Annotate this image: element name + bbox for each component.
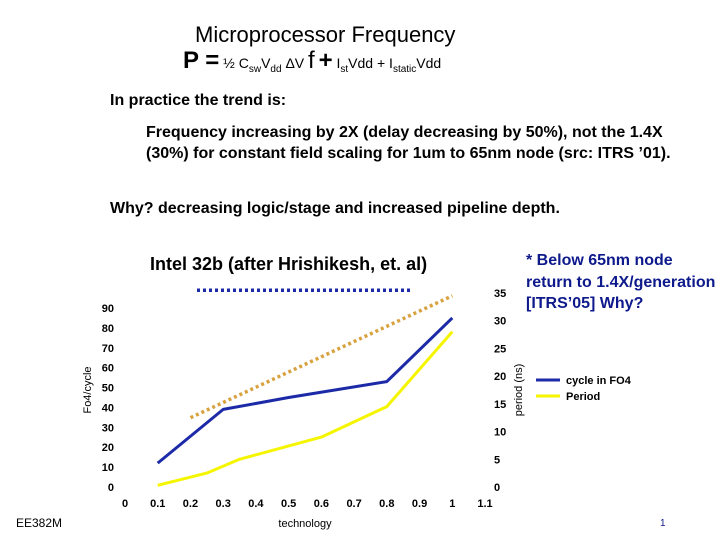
y-right-tick-label: 10 — [494, 427, 506, 439]
frequency-paragraph: Frequency increasing by 2X (delay decrea… — [146, 124, 671, 162]
x-tick-label: 1 — [449, 498, 455, 510]
x-tick-label: 0.2 — [183, 498, 198, 510]
formula-v: V — [261, 55, 271, 71]
y-right-axis-label: period (ns) — [513, 364, 525, 417]
formula-static-sub: static — [392, 63, 417, 75]
y-right-tick-label: 30 — [494, 316, 506, 328]
y-right-tick-label: 25 — [494, 343, 506, 355]
x-tick-label: 0.3 — [216, 498, 231, 510]
y-left-axis-label: Fo4/cycle — [82, 366, 94, 413]
bullet-why: Why? decreasing logic/stage and increase… — [110, 200, 560, 217]
x-tick-label: 0.8 — [379, 498, 394, 510]
course-code: EE382M — [16, 516, 63, 530]
formula-lead: P = — [183, 47, 220, 74]
series-line-2 — [189, 294, 454, 420]
formula-delta-v: ΔV — [285, 55, 305, 71]
formula-vdd: Vdd — [416, 55, 442, 71]
y-left-tick-label: 0 — [108, 482, 114, 494]
x-tick-label: 0 — [122, 498, 128, 510]
page-number: 1 — [660, 518, 666, 529]
y-right-tick-label: 35 — [494, 288, 506, 300]
chart-title: Intel 32b (after Hrishikesh, et. al) — [150, 254, 428, 274]
y-left-tick-label: 70 — [102, 343, 114, 355]
y-left-tick-label: 60 — [102, 363, 114, 375]
y-right-tick-label: 0 — [494, 482, 500, 494]
formula-plus: + — [318, 47, 333, 74]
formula-dd-sub: dd — [270, 63, 282, 75]
y-right-tick-label: 5 — [494, 454, 500, 466]
series-line-1 — [157, 330, 454, 487]
x-tick-label: 0.9 — [412, 498, 427, 510]
legend-label: cycle in FO4 — [566, 375, 632, 387]
formula-half-c: ½ C — [223, 55, 249, 71]
y-left-tick-label: 20 — [102, 442, 114, 454]
y-right-tick-label: 15 — [494, 399, 506, 411]
power-formula: P = ½ CswVdd ΔV f + IstVdd + IstaticVdd — [183, 46, 441, 85]
formula-i-static: I — [389, 55, 393, 71]
x-axis-label: technology — [278, 518, 332, 530]
formula-i-st: I — [336, 55, 341, 71]
slide-title: Microprocessor Frequency — [195, 22, 456, 47]
y-left-tick-label: 80 — [102, 323, 114, 335]
bullet-trend: In practice the trend is: — [110, 92, 287, 109]
formula-sw-sub: sw — [248, 63, 262, 75]
x-tick-label: 0.1 — [150, 498, 165, 510]
y-left-tick-label: 30 — [102, 422, 114, 434]
legend-label: Period — [566, 391, 600, 403]
y-right-tick-label: 20 — [494, 371, 506, 383]
y-left-tick-label: 50 — [102, 383, 114, 395]
x-tick-label: 0.5 — [281, 498, 296, 510]
x-tick-label: 0.6 — [314, 498, 329, 510]
formula-f: f — [308, 47, 315, 74]
formula-st-sub: st — [340, 63, 349, 75]
x-tick-label: 0.4 — [248, 498, 264, 510]
y-left-tick-label: 40 — [102, 402, 114, 414]
formula-vdd-plus: Vdd + — [348, 55, 386, 71]
y-left-tick-label: 90 — [102, 303, 114, 315]
itrs-note: * Below 65nm node return to 1.4X/generat… — [526, 252, 716, 312]
x-tick-label: 1.1 — [477, 498, 492, 510]
series-line-0 — [156, 316, 454, 465]
y-left-tick-label: 10 — [102, 462, 114, 474]
x-tick-label: 0.7 — [346, 498, 361, 510]
